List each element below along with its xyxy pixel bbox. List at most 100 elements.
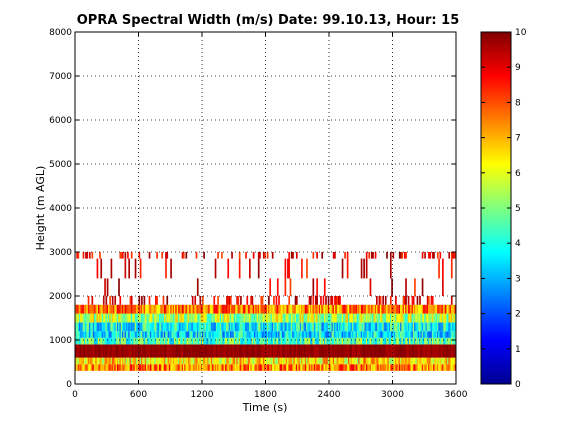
heatmap-cell [80,364,82,371]
heatmap-cell [334,313,336,323]
heatmap-cell [419,331,421,338]
heatmap-cell [209,313,212,323]
heatmap-cell [181,337,184,345]
heatmap-cell [426,313,429,323]
heatmap-cell [78,337,81,345]
heatmap-cell [403,322,406,332]
heatmap-cell [161,331,164,338]
heatmap-cell [237,331,240,338]
heatmap-cell [411,357,414,365]
heatmap-cell [301,364,303,371]
heatmap-cell [95,331,97,338]
heatmap-cell [379,304,382,314]
heatmap-cell [368,304,371,314]
heatmap-cell [156,357,158,365]
heatmap-cell [436,357,439,365]
colorbar-tick-label: 0 [515,380,521,390]
heatmap-cell [302,322,304,332]
heatmap-cell [78,322,81,332]
heatmap-cell [340,357,343,365]
heatmap-cell [219,304,222,314]
heatmap-cell [250,337,252,345]
heatmap-cell [245,331,247,338]
heatmap-cell [392,364,395,371]
heatmap-cell [170,337,172,345]
heatmap-cell [436,313,439,323]
heatmap-cell [336,337,339,345]
heatmap-cell [195,337,198,345]
heatmap-cell [111,337,114,345]
heatmap-cell [274,337,277,345]
heatmap-cell [271,364,274,371]
heatmap-cell [193,322,195,332]
heatmap-cell [246,357,249,365]
heatmap-cell [76,364,78,371]
heatmap-cell [241,331,244,338]
heatmap-cell [316,252,318,259]
heatmap-cell [377,357,379,365]
heatmap-cell [132,357,134,365]
heatmap-cell [102,337,105,345]
heatmap-cell [444,337,447,345]
heatmap-cell [313,304,316,314]
heatmap-cell [346,357,349,365]
heatmap-cell [320,304,322,314]
heatmap-cell [236,322,238,332]
heatmap-cell [138,296,141,305]
heatmap-cell [151,364,153,371]
heatmap-cell [450,296,453,305]
heatmap-cell [160,322,162,332]
colorbar-tick-label: 10 [515,28,527,38]
heatmap-cell [434,357,437,365]
heatmap-cell [212,304,214,314]
heatmap-cell [259,337,261,345]
heatmap-cell [174,364,176,371]
heatmap-cell [199,304,202,314]
heatmap-cell [175,313,177,323]
heatmap-cell [448,304,451,314]
heatmap-cell [209,337,212,345]
heatmap-cell [106,357,109,365]
heatmap-cell [105,337,108,345]
heatmap-cell [397,313,400,323]
heatmap-cell [279,313,282,323]
heatmap-cell [102,331,105,338]
heatmap-cell [421,252,424,259]
heatmap-cell [129,313,132,323]
heatmap-cell [133,344,136,358]
heatmap-cell [162,331,165,338]
heatmap-cell [349,344,351,358]
heatmap-cell [114,322,117,332]
heatmap-cell [419,296,421,305]
heatmap-cell [162,313,165,323]
heatmap-cell [82,364,85,371]
heatmap-cell [191,337,194,345]
heatmap-cell [370,304,373,314]
heatmap-cell [406,364,409,371]
heatmap-cell [128,304,131,314]
heatmap-cell [77,364,80,371]
heatmap-cell [384,304,387,314]
heatmap-cell [351,331,354,338]
heatmap-cell [165,337,167,345]
heatmap-cell [141,337,143,345]
heatmap-cell [135,337,138,345]
heatmap-cell [83,364,86,371]
heatmap-cell [214,322,217,332]
heatmap-cell [264,331,266,338]
heatmap-cell [433,337,435,345]
heatmap-cell [261,337,264,345]
heatmap-cell [268,313,270,323]
heatmap-cell [453,313,456,323]
heatmap-cell [120,364,123,371]
heatmap-cell [387,322,390,332]
heatmap-cell [428,331,430,338]
heatmap-cell [165,322,167,332]
heatmap-cell [302,344,304,358]
heatmap-cell [369,322,372,332]
heatmap-cell [326,331,329,338]
heatmap-cell [124,304,127,314]
heatmap-cell [355,331,358,338]
heatmap-cell [346,252,349,259]
heatmap-cell [369,331,372,338]
